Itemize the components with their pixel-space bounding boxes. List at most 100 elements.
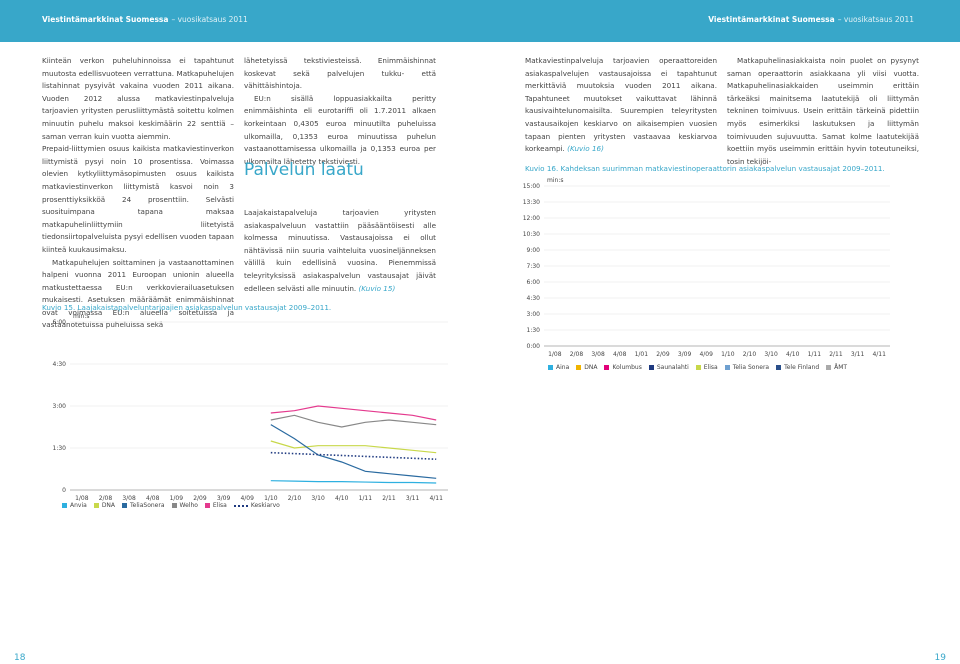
legend-label: Telia Sonera — [732, 364, 770, 371]
legend-swatch — [171, 503, 177, 508]
x-tick-label: 3/08 — [591, 351, 605, 358]
x-tick-label: 1/11 — [359, 495, 373, 502]
legend-swatch — [576, 365, 582, 370]
series-line — [270, 424, 437, 479]
x-tick-label: 2/08 — [570, 351, 584, 358]
text-column-2: lähetetyissä tekstiviesteissä. Enimmäish… — [244, 55, 436, 168]
legend-label: Saunalahti — [656, 364, 689, 371]
legend-item: DNA — [93, 502, 116, 509]
legend-item: DNA — [576, 364, 597, 371]
x-tick-label: 3/10 — [311, 495, 325, 502]
text-column-4: Matkapuhelinasiakkaista noin puolet on p… — [727, 55, 919, 168]
y-tick-label: 3:00 — [53, 403, 67, 410]
header-right: Viestintämarkkinat Suomessa – vuosikatsau… — [708, 15, 914, 24]
legend-item: ÅMT — [826, 364, 847, 371]
legend-swatch — [62, 503, 67, 508]
x-tick-label: 4/08 — [146, 495, 160, 502]
x-tick-label: 2/09 — [656, 351, 670, 358]
x-tick-label: 1/01 — [635, 351, 649, 358]
x-tick-label: 2/11 — [382, 495, 396, 502]
paragraph: Kiinteän verkon puheluhinnoissa ei tapah… — [42, 56, 234, 141]
y-tick-label: 0:00 — [527, 343, 541, 350]
x-tick-label: 2/10 — [288, 495, 302, 502]
x-tick-label: 4/09 — [699, 351, 713, 358]
x-tick-label: 1/08 — [75, 495, 89, 502]
legend-label: Keskiarvo — [250, 502, 280, 509]
page-header: Viestintämarkkinat Suomessa – vuosikatsau… — [0, 0, 960, 42]
legend-label: ÅMT — [834, 364, 848, 371]
series-line — [270, 451, 437, 460]
figure-reference: (Kuvio 16) — [567, 144, 604, 154]
x-tick-label: 4/11 — [872, 351, 886, 358]
x-tick-label: 3/09 — [678, 351, 692, 358]
legend-label: TeliaSonera — [130, 502, 165, 509]
legend-swatch — [233, 504, 248, 507]
legend-label: DNA — [584, 364, 598, 371]
y-tick-label: 1:30 — [527, 327, 541, 334]
x-tick-label: 1/09 — [170, 495, 184, 502]
legend-label: Tele Finland — [784, 364, 820, 371]
y-tick-label: 15:00 — [523, 183, 540, 190]
y-tick-label: 4:30 — [527, 295, 541, 302]
legend-item: Kolumbus — [604, 364, 642, 371]
y-tick-label: 9:00 — [527, 247, 541, 254]
page-number-right: 19 — [934, 653, 946, 663]
y-tick-label: 13:30 — [523, 199, 540, 206]
chart-16: min:s 0:00 1:30 3:00 4:30 6:00 7:30 9:00 10:30 12… — [523, 177, 890, 358]
header-left: Viestintämarkkinat Suomessa – vuosikatsau… — [42, 15, 248, 24]
x-tick-label: 4/11 — [429, 495, 443, 502]
x-tick-label: 1/10 — [264, 495, 278, 502]
figure-reference: (Kuvio 15) — [358, 283, 396, 293]
paragraph: lähetetyissä tekstiviesteissä. Enimmäish… — [244, 56, 436, 91]
y-tick-label: 3:00 — [527, 311, 541, 318]
series-line — [270, 405, 437, 421]
y-tick-label: 4:30 — [53, 361, 67, 368]
legend-item: Saunalahti — [648, 364, 689, 371]
paragraph: Prepaid-liittymien osuus kaikista matkav… — [42, 144, 234, 254]
legend-item: Keskiarvo — [233, 502, 280, 509]
x-tick-label: 1/08 — [548, 351, 562, 358]
legend-swatch — [204, 503, 210, 508]
legend-label: DNA — [101, 502, 116, 509]
section-title: Palvelun laatu — [244, 160, 364, 180]
paragraph: Matkapuhelinasiakkaista noin puolet on p… — [727, 56, 919, 166]
legend-swatch — [648, 365, 654, 370]
series-line — [270, 480, 437, 484]
legend-item: Aina — [548, 364, 569, 371]
page-number-left: 18 — [14, 653, 26, 663]
y-tick-label: 0 — [62, 487, 66, 494]
x-tick-label: 4/10 — [786, 351, 800, 358]
legend-item: Elisa — [695, 364, 718, 371]
legend-label: Welho — [179, 502, 198, 509]
legend-item: Telia Sonera — [724, 364, 770, 371]
y-tick-label: 10:30 — [523, 231, 540, 238]
series-line — [270, 440, 437, 454]
chart-16-legend: Aina DNA Kolumbus Saunalahti Elisa Telia Sone… — [548, 364, 854, 371]
legend-swatch — [826, 365, 832, 370]
paragraph: Matkaviestinpalveluja tarjoavien operaat… — [525, 56, 717, 154]
y-tick-label: 12:00 — [523, 215, 540, 222]
chart-15: min:s 0 1:30 3:00 4:30 6:00 1/08 2/08 3/08 4/08 1/… — [53, 313, 448, 502]
y-axis-label: min:s — [73, 313, 89, 320]
x-tick-label: 3/08 — [122, 495, 136, 502]
legend-item: TeliaSonera — [122, 502, 165, 509]
paragraph: Matkapuhelujen soittaminen ja vastaanott… — [42, 257, 234, 330]
figure-15-caption: Kuvio 15. Laajakaistapalveluntarjoajien … — [42, 303, 332, 312]
x-tick-label: 3/10 — [764, 351, 778, 358]
x-tick-label: 2/08 — [99, 495, 113, 502]
text-column-3: Matkaviestinpalveluja tarjoavien operaat… — [525, 55, 717, 156]
legend-item: Elisa — [204, 502, 227, 509]
paragraph: EU:n sisällä loppuasiakkailta peritty en… — [244, 93, 436, 166]
y-tick-label: 1:30 — [53, 445, 67, 452]
y-axis-label: min:s — [547, 177, 563, 184]
x-tick-label: 4/09 — [240, 495, 254, 502]
y-tick-label: 7:30 — [527, 263, 541, 270]
text-column-1: Kiinteän verkon puheluhinnoissa ei tapah… — [42, 55, 234, 332]
legend-swatch — [93, 503, 99, 508]
x-tick-label: 4/10 — [335, 495, 349, 502]
legend-item: Tele Finland — [776, 364, 819, 371]
y-tick-label: 6:00 — [527, 279, 541, 286]
legend-label: Aina — [556, 364, 570, 371]
x-tick-label: 2/09 — [193, 495, 207, 502]
legend-label: Kolumbus — [612, 364, 642, 371]
